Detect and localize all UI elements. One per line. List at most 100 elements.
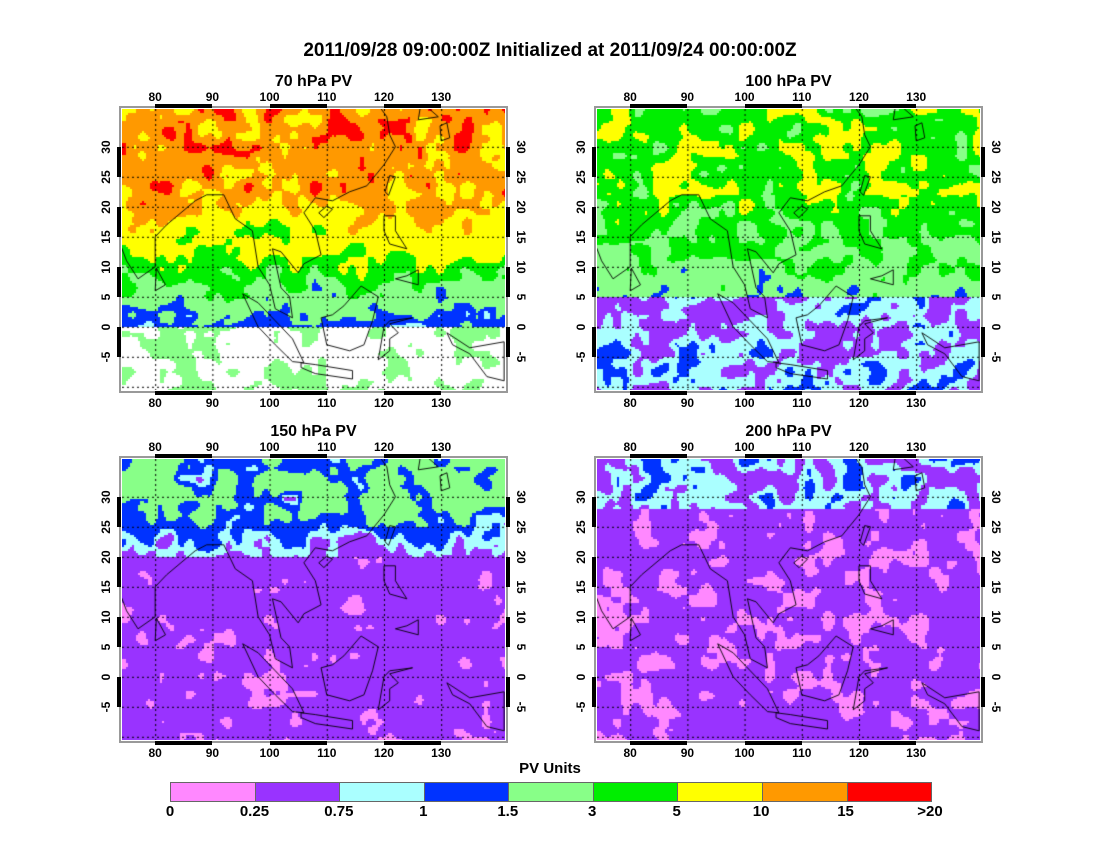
lon-tick-label: 110 xyxy=(317,90,337,104)
lat-tick-label: -5 xyxy=(514,351,528,363)
lat-tick-label: 0 xyxy=(514,673,528,681)
panel-150hpa: 150 hPa PV 80 80 90 90 100 100 110 110 120 120 130… xyxy=(99,423,528,759)
lat-tick-label: -5 xyxy=(574,701,588,713)
lat-tick-label: -5 xyxy=(989,351,1003,363)
lon-tick-label: 100 xyxy=(259,440,280,454)
colorbar-label: 0.25 xyxy=(239,803,270,820)
lon-tick-label: 90 xyxy=(205,396,220,410)
lon-axis-bar xyxy=(630,104,688,108)
lat-tick-label: 20 xyxy=(514,200,528,214)
pv-map-150hpa xyxy=(122,459,505,740)
lat-tick-label: -5 xyxy=(989,701,1003,713)
lon-axis-bar xyxy=(383,391,442,395)
colorbar-swatch xyxy=(340,783,425,801)
lat-axis-bar xyxy=(506,206,510,237)
lat-tick-label: 20 xyxy=(574,200,588,214)
lon-axis-bar xyxy=(269,741,327,745)
lon-tick-label: 130 xyxy=(906,396,927,410)
lat-axis-bar xyxy=(981,206,985,237)
lat-tick-label: 15 xyxy=(514,580,528,594)
lon-tick-label: 80 xyxy=(148,746,162,760)
lon-tick-label: 120 xyxy=(848,440,869,454)
lat-tick-label: 25 xyxy=(514,170,528,184)
pv-map-100hpa xyxy=(597,109,980,390)
lon-tick-label: 120 xyxy=(373,396,394,410)
lat-axis-bar xyxy=(592,496,596,527)
lat-tick-label: 15 xyxy=(574,580,588,594)
lon-axis-bar xyxy=(383,741,442,745)
lat-axis-bar xyxy=(117,266,121,297)
colorbar-label: >20 xyxy=(917,803,943,820)
lon-axis-bar xyxy=(744,104,802,108)
lat-axis-bar xyxy=(981,616,985,647)
lat-tick-label: 20 xyxy=(514,550,528,564)
lon-axis-bar xyxy=(858,391,917,395)
lon-axis-bar xyxy=(858,454,917,458)
lon-tick-label: 100 xyxy=(259,746,280,760)
lon-axis-bar xyxy=(744,741,802,745)
colorbar-swatch xyxy=(762,783,848,801)
lat-axis-bar xyxy=(592,146,596,177)
lat-tick-label: 15 xyxy=(99,580,113,594)
lon-tick-label: 90 xyxy=(680,440,695,454)
figure-title: 2011/09/28 09:00:00Z Initialized at 2011… xyxy=(303,40,797,61)
lat-axis-bar xyxy=(981,326,985,357)
lat-tick-label: 0 xyxy=(574,673,588,681)
lat-tick-label: 5 xyxy=(514,293,528,301)
lon-tick-label: 110 xyxy=(317,440,337,454)
lat-axis-bar xyxy=(117,206,121,237)
lat-axis-bar xyxy=(981,266,985,297)
colorbar-title: PV Units xyxy=(519,760,581,777)
lat-axis-bar xyxy=(592,326,596,357)
lat-tick-label: 5 xyxy=(574,643,588,651)
colorbar-label: 1.5 xyxy=(497,803,519,820)
lat-tick-label: 0 xyxy=(989,323,1003,331)
lon-tick-label: 120 xyxy=(373,746,394,760)
lat-tick-label: 30 xyxy=(514,140,528,154)
lon-tick-label: 90 xyxy=(205,440,220,454)
lat-tick-label: 25 xyxy=(989,170,1003,184)
lon-tick-label: 100 xyxy=(734,396,755,410)
lon-axis-bar xyxy=(155,741,213,745)
panel-70hpa: 70 hPa PV 80 80 90 90 100 100 110 110 120 120 130 1… xyxy=(99,73,528,409)
lon-axis-bar xyxy=(858,104,917,108)
lat-tick-label: 20 xyxy=(99,550,113,564)
panel-100hpa: 100 hPa PV 80 80 90 90 100 100 110 110 120 120 130… xyxy=(574,73,1003,409)
lat-tick-label: -5 xyxy=(514,701,528,713)
lat-tick-label: 5 xyxy=(99,643,113,651)
lon-tick-label: 130 xyxy=(431,440,452,454)
lat-axis-bar xyxy=(506,496,510,527)
lat-tick-label: 15 xyxy=(989,580,1003,594)
lat-tick-label: 10 xyxy=(514,260,528,274)
colorbar-swatch xyxy=(593,783,679,801)
lat-tick-label: 25 xyxy=(99,170,113,184)
lat-axis-bar xyxy=(981,496,985,527)
lon-tick-label: 130 xyxy=(906,746,927,760)
lat-tick-label: 15 xyxy=(574,230,588,244)
lat-tick-label: 5 xyxy=(574,293,588,301)
lat-tick-label: 25 xyxy=(574,170,588,184)
lon-axis-bar xyxy=(630,741,688,745)
lon-tick-label: 80 xyxy=(623,440,637,454)
lon-tick-label: 100 xyxy=(734,90,755,104)
lat-tick-label: 20 xyxy=(989,200,1003,214)
lon-tick-label: 100 xyxy=(259,90,280,104)
lon-tick-label: 130 xyxy=(431,90,452,104)
panel-title: 200 hPa PV xyxy=(745,423,832,440)
lon-tick-label: 120 xyxy=(848,746,869,760)
lon-tick-label: 110 xyxy=(792,440,812,454)
lat-axis-bar xyxy=(117,676,121,707)
colorbar-swatch xyxy=(678,783,763,801)
lat-axis-bar xyxy=(506,266,510,297)
colorbar-label: 1 xyxy=(419,803,428,820)
lat-axis-bar xyxy=(117,496,121,527)
lon-axis-bar xyxy=(630,454,688,458)
lon-tick-label: 100 xyxy=(734,746,755,760)
lat-tick-label: 25 xyxy=(574,520,588,534)
lat-tick-label: 0 xyxy=(99,673,113,681)
lon-tick-label: 90 xyxy=(680,396,695,410)
lat-tick-label: 30 xyxy=(99,490,113,504)
lat-tick-label: 30 xyxy=(574,140,588,154)
lat-axis-bar xyxy=(592,616,596,647)
lat-axis-bar xyxy=(592,676,596,707)
